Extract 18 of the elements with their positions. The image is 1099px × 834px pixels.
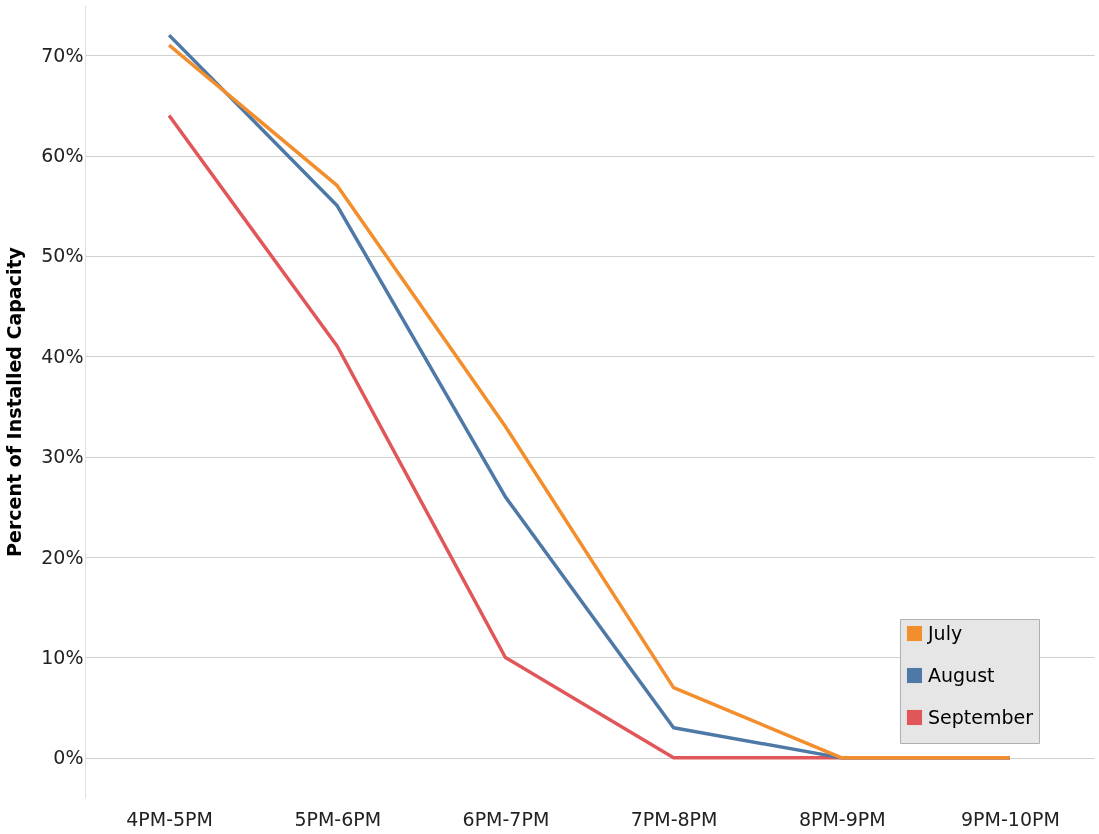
y-tick-label: 70% [41, 43, 84, 66]
legend-label: August [928, 663, 995, 686]
x-tick-label: 9PM-10PM [961, 807, 1060, 830]
y-tick-label: 30% [41, 445, 84, 468]
legend-label: July [927, 621, 963, 644]
y-axis-title: Percent of Installed Capacity [3, 246, 26, 557]
x-tick-label: 6PM-7PM [462, 807, 550, 830]
x-tick-label: 7PM-8PM [630, 807, 718, 830]
legend-label: September [928, 705, 1034, 728]
x-tick-label: 8PM-9PM [798, 807, 886, 830]
y-tick-label: 40% [41, 344, 84, 367]
y-tick-label: 0% [53, 746, 84, 769]
y-tick-label: 50% [41, 244, 84, 267]
y-tick-label: 20% [41, 545, 84, 568]
x-tick-label: 5PM-6PM [294, 807, 382, 830]
y-tick-label: 60% [41, 144, 84, 167]
y-tick-label: 10% [41, 645, 84, 668]
x-tick-label: 4PM-5PM [126, 807, 213, 830]
